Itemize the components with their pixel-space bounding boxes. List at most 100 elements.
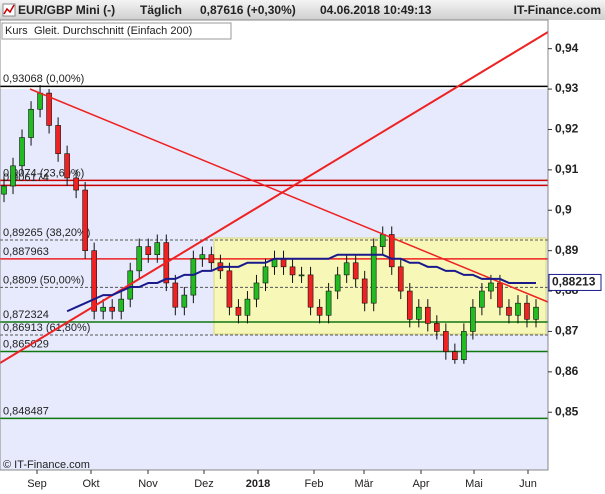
candle-body: [226, 270, 233, 308]
candle-body: [307, 274, 314, 308]
candle-body: [533, 306, 539, 320]
candle-body: [55, 125, 61, 155]
timestamp: 04.06.2018 10:49:13: [320, 3, 432, 17]
candle-body: [262, 266, 269, 284]
x-tick-label: Okt: [82, 478, 99, 490]
last-price-box: [548, 273, 602, 291]
period: Täglich: [140, 3, 182, 17]
level-label: 0,865029: [3, 338, 49, 350]
level-label: 0,93068 (0,00%): [3, 73, 84, 85]
candle-body: [316, 306, 323, 316]
candle-body: [325, 290, 332, 316]
candle-body: [506, 306, 512, 316]
candle-body: [406, 290, 413, 320]
candle-body: [82, 189, 88, 251]
x-tick-label: Nov: [138, 478, 158, 490]
legend-price: Kurs: [5, 25, 28, 37]
level-label: 0,86913 (61,80%): [3, 322, 90, 334]
y-tick-label: 0,87: [555, 324, 579, 338]
level-label: 0,887963: [3, 246, 49, 258]
candle-body: [424, 306, 431, 324]
candle-body: [10, 165, 16, 187]
candle-body: [91, 250, 97, 312]
candle-body: [415, 306, 422, 320]
x-tick-label: Dez: [194, 478, 214, 490]
y-tick-label: 0,9: [555, 202, 572, 216]
candle-body: [361, 278, 368, 304]
footer: © IT-Finance.com: [3, 459, 90, 471]
candle-body: [199, 254, 206, 260]
y-tick-label: 0,89: [555, 243, 579, 257]
moving-average: [66, 253, 536, 313]
candle-body: [334, 274, 341, 292]
candle-body: [172, 282, 179, 308]
header-icon: [3, 4, 15, 15]
candle-body: [208, 254, 215, 264]
x-tick-label: Jun: [519, 478, 537, 490]
candle-body: [64, 153, 70, 179]
candle-body: [479, 290, 485, 308]
x-tick-label: Mai: [465, 478, 483, 490]
x-tick-label: Apr: [412, 478, 429, 490]
quote: 0,87616 (+0,30%): [200, 3, 296, 17]
candle-body: [190, 258, 197, 296]
candle-body: [28, 108, 34, 138]
brand: IT-Finance.com: [514, 3, 601, 17]
candle-body: [73, 177, 79, 191]
candle-body: [289, 266, 296, 276]
y-tick-label: 0,92: [555, 122, 579, 136]
candle-body: [352, 262, 359, 280]
candle-body: [1, 185, 7, 195]
candle-body: [388, 234, 395, 268]
level-label: 0,89265 (38,20%): [3, 227, 90, 239]
y-tick-label: 0,91: [555, 162, 579, 176]
candle-body: [434, 323, 440, 332]
last-price-label: 0,88213: [552, 275, 596, 289]
candle-body: [343, 262, 350, 276]
level-label: 0,872324: [3, 309, 49, 321]
candle-body: [181, 294, 188, 308]
header-bar: [0, 0, 605, 20]
candle-body: [470, 306, 476, 332]
y-tick-label: 0,85: [555, 404, 579, 418]
trend-line: [0, 31, 549, 364]
candle-body: [19, 137, 25, 167]
candle-body: [109, 306, 116, 312]
candle-body: [488, 282, 494, 292]
legend-ma: Gleit. Durchschnitt (Einfach 200): [34, 25, 192, 37]
plot-border: [0, 19, 549, 471]
level-label: 0,906174: [3, 172, 49, 184]
candle-body: [37, 92, 43, 110]
candle-body: [461, 331, 467, 361]
x-tick-label: Sep: [27, 478, 47, 490]
candle-body: [154, 242, 161, 255]
y-tick-label: 0,86: [555, 364, 579, 378]
candle-body: [397, 266, 404, 292]
candle-body: [515, 302, 521, 316]
candle-body: [443, 331, 449, 352]
y-tick-label: 0,94: [555, 41, 579, 55]
x-tick-label: Feb: [305, 478, 324, 490]
level-label: 0,848487: [3, 405, 49, 417]
candle-body: [235, 306, 242, 316]
candle-body: [46, 92, 52, 126]
y-tick-label: 0,93: [555, 81, 579, 95]
candle-body: [379, 234, 386, 247]
level-label: 0,9074 (23,60%): [3, 167, 84, 179]
candle-body: [145, 246, 152, 255]
legend: [1, 22, 232, 40]
candle-body: [497, 282, 503, 308]
x-tick-label: 2018: [246, 478, 270, 490]
candle-body: [253, 282, 260, 300]
candle-body: [118, 298, 125, 312]
trend-line: [29, 88, 549, 303]
candle-body: [298, 274, 305, 277]
candle-body: [244, 298, 251, 316]
x-tick-label: Mär: [355, 478, 374, 490]
candle-body: [100, 306, 106, 312]
instrument: EUR/GBP Mini (-): [18, 3, 115, 17]
level-label: 0,8809 (50,00%): [3, 274, 84, 286]
candle-body: [370, 246, 377, 304]
range-box: [213, 237, 547, 335]
